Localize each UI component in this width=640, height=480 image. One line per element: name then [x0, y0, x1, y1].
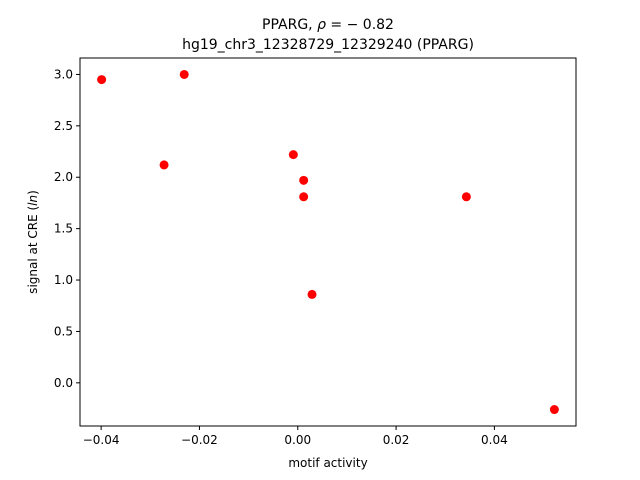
- x-axis-label: motif activity: [288, 456, 367, 470]
- x-tick-label: −0.02: [181, 433, 218, 447]
- plot-frame: [79, 57, 577, 427]
- x-tick-label: 0.04: [481, 433, 508, 447]
- y-tick-label: 1.0: [54, 273, 73, 287]
- x-tick-label: −0.04: [83, 433, 120, 447]
- y-tick-label: 0.5: [54, 324, 73, 338]
- y-tick-label: 1.5: [54, 222, 73, 236]
- scatter-point: [179, 69, 189, 79]
- scatter-point: [299, 175, 309, 185]
- x-tick-label: 0.02: [383, 433, 410, 447]
- scatter-point: [288, 150, 298, 160]
- scatter-point: [461, 192, 471, 202]
- scatter-point: [97, 75, 107, 85]
- chart-title-line1: PPARG, ρ = − 0.82: [262, 17, 394, 33]
- y-tick-label: 0.0: [54, 376, 73, 390]
- y-axis-ticks: 0.0 0.5 1.0 1.5 2.0 2.5 3.0: [54, 67, 80, 390]
- scatter-point: [307, 289, 317, 299]
- scatter-point: [299, 192, 309, 202]
- y-tick-label: 2.0: [54, 170, 73, 184]
- data-points: [97, 69, 559, 415]
- y-tick-label: 3.0: [54, 67, 73, 81]
- chart-title-line2: hg19_chr3_12328729_12329240 (PPARG): [182, 37, 474, 53]
- x-axis-ticks: −0.04 −0.02 0.00 0.02 0.04: [83, 426, 508, 447]
- scatter-point: [159, 160, 169, 170]
- x-tick-label: 0.00: [284, 433, 311, 447]
- scatter-point: [549, 405, 559, 415]
- y-axis-label: signal at CRE (ln): [26, 190, 40, 294]
- y-tick-label: 2.5: [54, 119, 73, 133]
